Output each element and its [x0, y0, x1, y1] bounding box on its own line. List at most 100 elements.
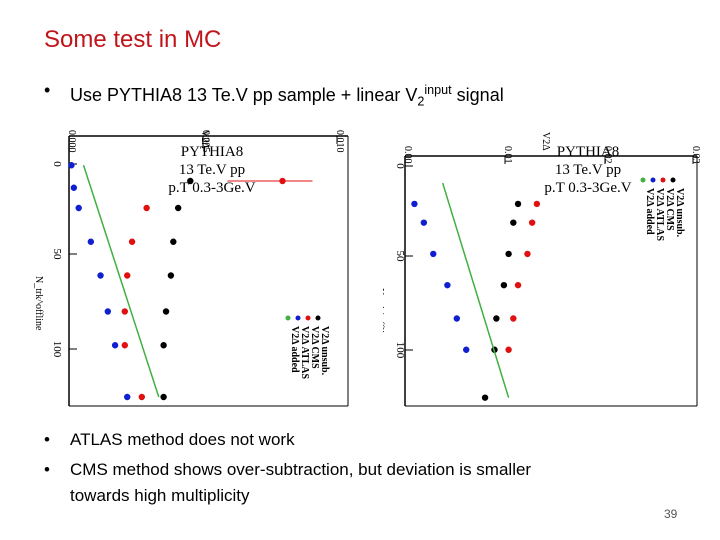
left-v-axis-label: V2Δ — [199, 130, 210, 149]
left-point-cms — [124, 272, 131, 279]
left-point-atlas — [104, 308, 112, 315]
right-point-atlas — [430, 250, 437, 258]
right-point-cms — [510, 315, 517, 322]
right-legend-label: V2Δ unsub. — [674, 188, 685, 238]
left-tick-labels: 0 50 100 0.000 0.005 0.010 — [51, 130, 345, 358]
left-annotation-line: PYTHIA8 — [181, 144, 244, 160]
left-mult-tick-label: 50 — [51, 249, 63, 261]
left-v-tick-label: 0.005 — [200, 130, 211, 153]
left-legend-marker — [305, 315, 311, 321]
right-plot-svg: 0 50 100 0.00 0.01 0.02 0.03 N_trk^offline V2Δ… — [383, 128, 701, 410]
right-annotation-line: p.T 0.3-3Ge.V — [544, 180, 631, 196]
right-added-line — [441, 182, 510, 398]
right-point-cms — [528, 219, 536, 226]
right-point-unsub — [493, 315, 500, 322]
right-annotation-line: 13 Te.V pp — [555, 162, 621, 178]
right-point-unsub — [500, 281, 508, 289]
bullet-text-post: signal — [451, 85, 504, 105]
left-plot-svg: 0 50 100 0.000 0.005 0.010 N_trk^offline V2Δ … — [26, 128, 352, 410]
right-plot-bg — [383, 128, 701, 410]
left-plot-bg — [26, 128, 352, 410]
right-point-cms — [505, 346, 512, 353]
left-point-cms — [138, 393, 145, 401]
bullet-subscript: 2 — [417, 94, 425, 109]
left-point-atlas — [124, 393, 131, 401]
left-added-line — [82, 165, 160, 398]
right-point-unsub — [510, 219, 517, 226]
right-point-unsub — [514, 200, 522, 208]
right-v-tick-label: 0.03 — [690, 146, 701, 164]
right-v-tick-label: 0.00 — [402, 146, 413, 164]
left-annotation: PYTHIA8 13 Te.V pp p.T 0.3-3Ge.V — [168, 144, 255, 196]
right-point-unsub — [505, 250, 512, 258]
right-legend-marker — [660, 177, 666, 183]
bullet-superscript: input — [424, 83, 452, 97]
right-point-atlas — [444, 281, 451, 289]
right-point-cms — [533, 200, 541, 208]
left-v-tick-label: 0.000 — [66, 130, 77, 153]
left-legend-marker — [295, 315, 301, 321]
right-legend-label: V2Δ ATLAS — [654, 188, 665, 241]
left-mult-tick-label: 100 — [51, 341, 63, 358]
bullet-dot: • — [44, 80, 51, 100]
left-point-unsub — [160, 342, 167, 349]
right-point-atlas — [411, 200, 418, 208]
left-point-unsub — [160, 393, 167, 401]
bullet-text: CMS method shows over-subtraction, but d… — [70, 460, 532, 479]
right-axis-ticks — [404, 156, 694, 351]
right-legend-label: V2Δ added — [644, 188, 655, 235]
left-x-axis-label: N_trk^offline — [33, 276, 44, 331]
right-legend-marker — [640, 177, 646, 183]
right-point-cms — [524, 250, 531, 258]
bullet-text-pre: Use PYTHIA8 13 Te.V pp sample + linear V — [70, 85, 418, 105]
right-v-tick-label: 0.02 — [602, 146, 613, 164]
right-data-marks — [411, 182, 541, 401]
right-point-atlas — [463, 346, 470, 353]
left-mult-tick-label: 0 — [51, 161, 63, 167]
right-legend-marker — [650, 177, 656, 183]
bullet-dot: • — [44, 430, 50, 449]
left-plot: 0 50 100 0.000 0.005 0.010 N_trk^offline V2Δ … — [26, 128, 352, 410]
bullet-text: ATLAS method does not work — [70, 430, 295, 449]
right-point-cms — [514, 281, 522, 289]
left-legend-label: V2Δ CMS — [309, 326, 320, 369]
right-mult-tick-label: 0 — [394, 163, 406, 169]
slide-title: Some test in MC — [44, 26, 222, 53]
left-point-unsub — [174, 204, 182, 212]
left-point-atlas — [68, 162, 75, 169]
right-point-atlas — [453, 315, 461, 322]
right-annotation: PYTHIA8 13 Te.V pp p.T 0.3-3Ge.V — [544, 144, 631, 196]
right-x-axis-label: N_trk^offline — [383, 288, 385, 343]
left-point-unsub — [187, 177, 194, 185]
left-point-atlas — [70, 184, 78, 191]
left-annotation-line: 13 Te.V pp — [179, 162, 245, 178]
right-mult-tick-label: 50 — [394, 251, 406, 263]
left-annotation-line: p.T 0.3-3Ge.V — [168, 180, 255, 196]
left-point-unsub — [167, 272, 175, 279]
right-legend-marker — [670, 177, 676, 183]
left-point-unsub — [170, 238, 177, 245]
right-legend-label: V2Δ CMS — [664, 188, 675, 231]
left-point-cms — [128, 238, 136, 245]
left-legend-label: V2Δ ATLAS — [299, 326, 310, 379]
right-tick-labels: 0 50 100 0.00 0.01 0.02 0.03 — [394, 146, 701, 359]
left-point-atlas — [111, 342, 119, 349]
right-v-axis-label: V2Δ — [540, 132, 551, 151]
right-point-unsub — [481, 394, 489, 401]
left-legend-label: V2Δ added — [289, 326, 300, 373]
left-data-marks — [68, 162, 313, 401]
left-legend-marker — [315, 315, 321, 321]
bullet-text-continued: towards high multiplicity — [70, 486, 250, 505]
bullet-text: Use PYTHIA8 13 Te.V pp sample + linear V… — [70, 80, 504, 112]
left-point-atlas — [75, 204, 82, 212]
right-mult-tick-label: 100 — [394, 342, 406, 359]
right-point-atlas — [420, 219, 428, 226]
left-point-cms — [121, 308, 128, 315]
left-legend-marker — [285, 315, 291, 321]
left-point-atlas — [97, 272, 104, 279]
right-plot: 0 50 100 0.00 0.01 0.02 0.03 N_trk^offline V2Δ… — [383, 128, 701, 410]
left-point-cms — [121, 342, 128, 349]
left-point-atlas — [87, 238, 95, 245]
